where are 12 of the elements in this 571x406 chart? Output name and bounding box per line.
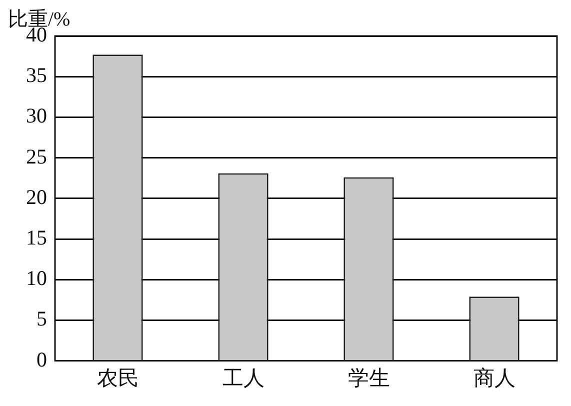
x-tick-label: 农民 [96,366,139,390]
x-tick-label: 商人 [473,366,516,390]
y-tick-label: 30 [26,104,47,128]
y-tick-label: 15 [26,226,47,250]
y-tick-label: 20 [26,184,47,209]
y-tick-label: 35 [26,63,47,88]
x-tick-label: 学生 [348,366,390,390]
y-tick-label: 25 [26,144,47,168]
x-tick-label: 工人 [222,366,264,390]
y-tick-label: 10 [26,266,47,290]
y-tick-label: 0 [36,347,47,372]
y-tick-label: 5 [36,306,47,331]
